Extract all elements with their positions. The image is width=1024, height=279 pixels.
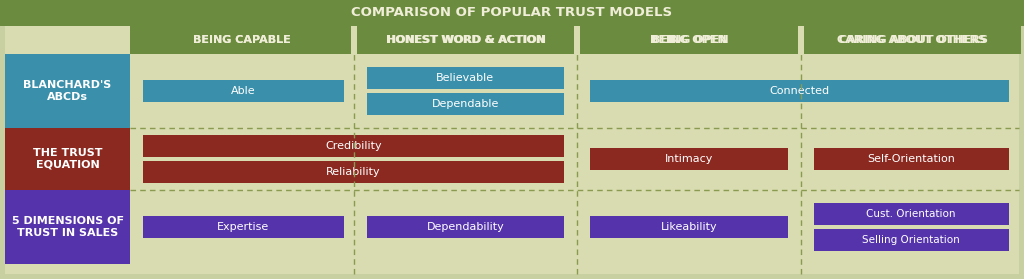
Bar	[590, 80, 1009, 102]
Text: BEING OPEN: BEING OPEN	[650, 35, 727, 45]
Text: Believable: Believable	[436, 73, 495, 83]
Bar	[356, 26, 574, 54]
Bar	[367, 216, 564, 238]
Text: Connected: Connected	[769, 86, 829, 96]
Bar	[804, 26, 1021, 54]
Text: Credibility: Credibility	[326, 141, 382, 151]
Bar	[356, 26, 574, 54]
Bar	[5, 26, 1019, 274]
Text: HONEST WORD & ACTION: HONEST WORD & ACTION	[386, 35, 545, 45]
Text: BEING CAPABLE: BEING CAPABLE	[193, 35, 291, 45]
Bar	[5, 190, 130, 264]
Text: Reliability: Reliability	[327, 167, 381, 177]
Bar	[813, 148, 1009, 170]
Bar	[590, 216, 787, 238]
Text: Self-Orientation: Self-Orientation	[867, 154, 955, 164]
Bar	[5, 26, 130, 54]
Bar	[813, 229, 1009, 251]
Bar	[804, 26, 1019, 54]
Bar	[580, 26, 798, 54]
Text: CARING ABOUT OTHERS: CARING ABOUT OTHERS	[840, 35, 988, 45]
Text: Selling Orientation: Selling Orientation	[862, 235, 961, 245]
Bar	[143, 80, 343, 102]
Text: Dependability: Dependability	[426, 222, 504, 232]
Text: BEING CAPABLE: BEING CAPABLE	[193, 35, 291, 45]
Bar	[367, 67, 564, 89]
Bar	[130, 26, 350, 54]
Text: BLANCHARD'S
ABCDs: BLANCHARD'S ABCDs	[24, 80, 112, 102]
Text: 5 DIMENSIONS OF
TRUST IN SALES: 5 DIMENSIONS OF TRUST IN SALES	[11, 216, 124, 238]
Bar	[590, 148, 787, 170]
Text: COMPARISON OF POPULAR TRUST MODELS: COMPARISON OF POPULAR TRUST MODELS	[351, 6, 673, 20]
Bar	[133, 26, 350, 54]
Bar	[5, 128, 130, 190]
Text: Likeability: Likeability	[660, 222, 717, 232]
Bar	[143, 216, 343, 238]
Text: Intimacy: Intimacy	[665, 154, 713, 164]
Bar	[143, 161, 564, 183]
Text: Able: Able	[231, 86, 256, 96]
Text: CARING ABOUT OTHERS: CARING ABOUT OTHERS	[837, 35, 986, 45]
Text: Expertise: Expertise	[217, 222, 269, 232]
Bar	[367, 93, 564, 115]
Text: THE TRUST
EQUATION: THE TRUST EQUATION	[33, 148, 102, 170]
Bar	[580, 26, 798, 54]
Bar	[813, 203, 1009, 225]
Text: HONEST WORD & ACTION: HONEST WORD & ACTION	[387, 35, 546, 45]
Bar	[0, 0, 1024, 26]
Bar	[143, 135, 564, 157]
Bar	[5, 54, 130, 128]
Text: Dependable: Dependable	[431, 99, 499, 109]
Text: Cust. Orientation: Cust. Orientation	[866, 209, 956, 219]
Text: BEING OPEN: BEING OPEN	[652, 35, 728, 45]
